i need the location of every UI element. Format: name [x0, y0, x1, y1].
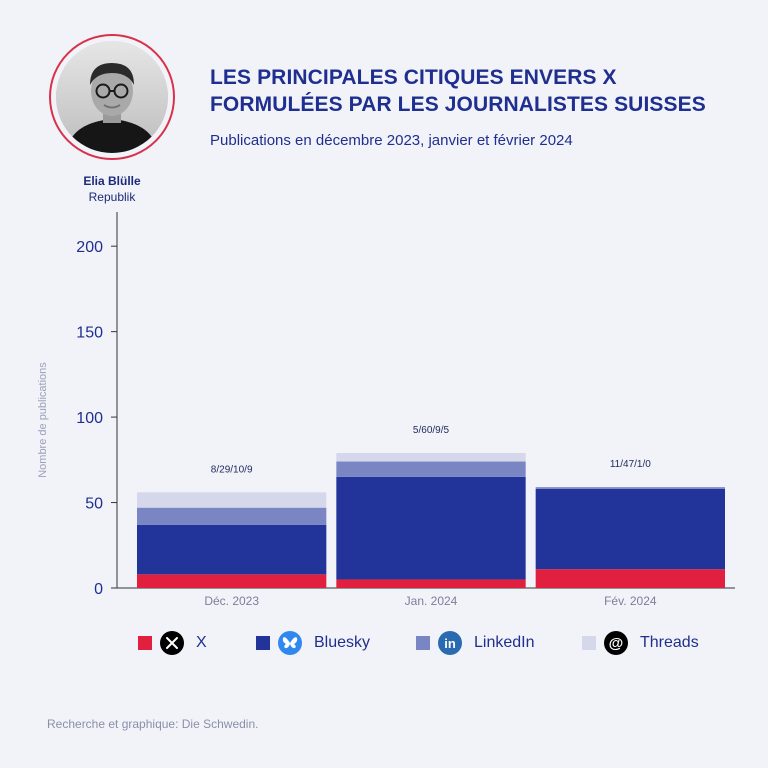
stacked-bar-chart: 0 50 100 150 200 Nombre de publications 8/29/… — [37, 212, 735, 608]
bar-segment-threads — [137, 492, 327, 508]
y-tick-label: 50 — [85, 496, 103, 513]
x-logo-icon — [160, 631, 184, 655]
bar-segment-threads — [336, 452, 526, 462]
linkedin-logo-icon: in — [438, 631, 462, 655]
legend-item-threads: @ Threads — [582, 628, 699, 658]
author-photo-ring — [49, 34, 175, 160]
x-category-label: Déc. 2023 — [204, 594, 259, 608]
legend-swatch-linkedin — [416, 636, 430, 650]
bar-segment-x — [336, 579, 526, 588]
legend-item-linkedin: in LinkedIn — [416, 628, 535, 658]
source-note: Recherche et graphique: Die Schwedin. — [47, 717, 259, 731]
bar-segment-linkedin — [535, 487, 725, 489]
chart-legend: X Bluesky in LinkedIn @ Threads — [0, 628, 768, 658]
y-tick-label: 0 — [94, 581, 103, 598]
person-portrait-icon — [56, 41, 168, 153]
bar-segment-x — [137, 574, 327, 588]
bar-segment-bluesky — [336, 476, 526, 580]
chart-subtitle: Publications en décembre 2023, janvier e… — [210, 132, 573, 149]
legend-item-x: X — [138, 628, 207, 658]
bar-segment-linkedin — [137, 507, 327, 525]
legend-swatch-x — [138, 636, 152, 650]
bar-segment-x — [535, 569, 725, 588]
author-photo — [56, 41, 168, 153]
author-name: Elia Blülle — [83, 174, 141, 188]
y-tick-label: 200 — [76, 239, 103, 256]
y-tick-label: 150 — [76, 325, 103, 342]
author-organization: Republik — [88, 190, 136, 204]
bar-data-label: 8/29/10/9 — [211, 464, 253, 475]
bar-data-label: 11/47/1/0 — [610, 459, 651, 470]
x-category-label: Jan. 2024 — [405, 594, 458, 608]
y-axis-label: Nombre de publications — [37, 362, 49, 478]
legend-item-bluesky: Bluesky — [256, 628, 370, 658]
bar-segment-bluesky — [137, 524, 327, 575]
legend-label-threads: Threads — [640, 634, 699, 651]
threads-logo-icon: @ — [604, 631, 628, 655]
legend-label-linkedin: LinkedIn — [474, 634, 535, 651]
bar-segment-linkedin — [336, 461, 526, 477]
bar-segment-bluesky — [535, 488, 725, 570]
legend-label-bluesky: Bluesky — [314, 634, 371, 651]
chart-title: LES PRINCIPALES CITIQUES ENVERS X FORMUL… — [210, 66, 706, 116]
x-category-label: Fév. 2024 — [604, 594, 657, 608]
bar-data-label: 5/60/9/5 — [413, 425, 450, 436]
legend-swatch-threads — [582, 636, 596, 650]
legend-swatch-bluesky — [256, 636, 270, 650]
bluesky-butterfly-icon — [278, 631, 302, 655]
legend-label-x: X — [196, 634, 207, 651]
y-tick-label: 100 — [76, 410, 103, 427]
